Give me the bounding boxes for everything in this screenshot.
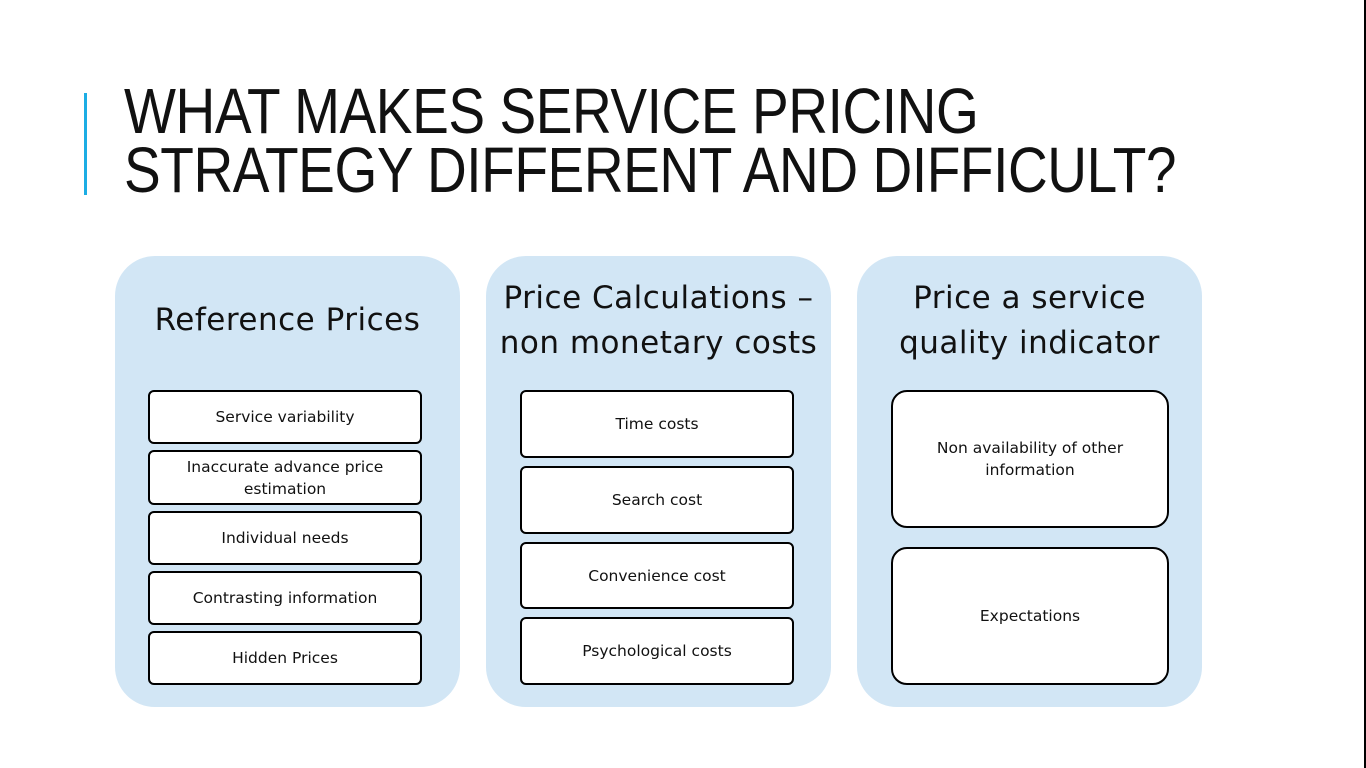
item-label: Hidden Prices [232,647,338,669]
panel-heading: Price Calculations – non monetary costs [486,276,831,366]
item-label: Service variability [215,406,354,428]
panel-heading-line-2: quality indicator [857,321,1202,366]
item-expectations: Expectations [891,547,1169,685]
item-label: Time costs [615,413,698,435]
item-time-costs: Time costs [520,390,794,458]
slide-title-line-1: WHAT MAKES SERVICE PRICING [124,82,1176,141]
item-label: Inaccurate advance price estimation [162,456,408,500]
item-label: Individual needs [221,527,348,549]
slide: WHAT MAKES SERVICE PRICING STRATEGY DIFF… [0,0,1366,768]
slide-title: WHAT MAKES SERVICE PRICING STRATEGY DIFF… [124,82,1176,200]
item-label: Non availability of other information [933,437,1127,481]
panel-price-quality-indicator: Price a service quality indicator Non av… [857,256,1202,707]
panel-heading-line-1: Price a service [857,276,1202,321]
item-label: Psychological costs [582,640,732,662]
title-accent-bar [84,93,87,195]
item-psychological-costs: Psychological costs [520,617,794,685]
item-label: Contrasting information [193,587,378,609]
panel-heading-line-1: Price Calculations – [486,276,831,321]
item-hidden-prices: Hidden Prices [148,631,422,685]
panel-heading-line: Reference Prices [155,302,421,338]
panel-price-calculations: Price Calculations – non monetary costs … [486,256,831,707]
item-label: Convenience cost [588,565,725,587]
panel-heading-line-2: non monetary costs [486,321,831,366]
item-inaccurate-advance-price-estimation: Inaccurate advance price estimation [148,450,422,505]
item-service-variability: Service variability [148,390,422,444]
item-search-cost: Search cost [520,466,794,534]
slide-title-line-2: STRATEGY DIFFERENT AND DIFFICULT? [124,141,1176,200]
panel-reference-prices: Reference Prices Service variability Ina… [115,256,460,707]
item-label: Search cost [612,489,702,511]
panel-heading: Price a service quality indicator [857,276,1202,366]
item-label: Expectations [980,605,1080,627]
item-contrasting-information: Contrasting information [148,571,422,625]
item-non-availability-of-other-information: Non availability of other information [891,390,1169,528]
item-convenience-cost: Convenience cost [520,542,794,609]
panel-heading: Reference Prices [115,298,460,343]
item-individual-needs: Individual needs [148,511,422,565]
